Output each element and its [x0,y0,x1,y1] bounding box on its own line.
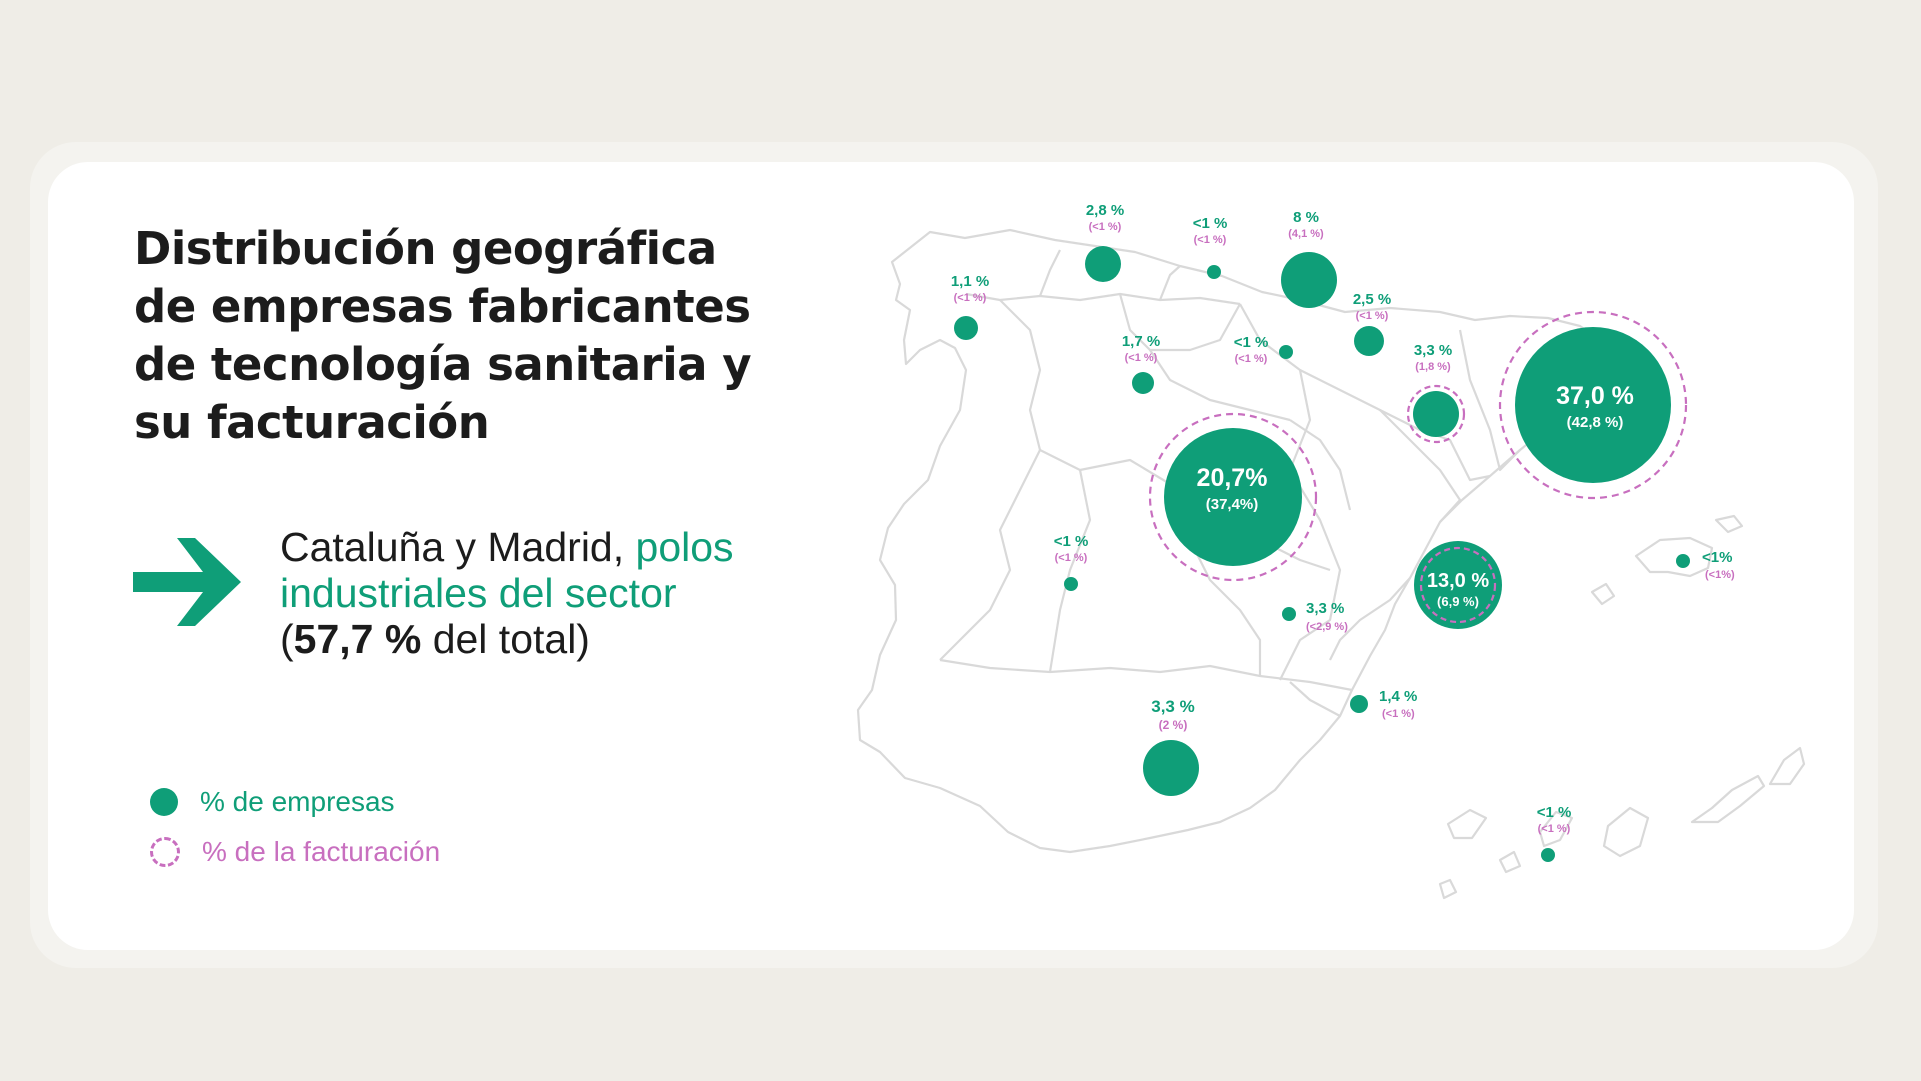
filled-circle-icon [150,788,178,816]
companies-circle [1143,740,1199,796]
region-madrid: 20,7% (37,4%) [1148,412,1318,582]
infographic-card [48,162,1854,950]
revenue-circle [1498,310,1688,500]
companies-circle [1085,246,1121,282]
region-baleares: <1% (<1%) [1676,549,1735,581]
companies-label: 3,3 % [1414,342,1452,359]
page-title: Distribución geográfica de empresas fabr… [134,222,752,449]
region-cantabria: <1 % (<1 %) [1193,215,1228,279]
revenue-label: (<1%) [1705,569,1735,581]
legend-companies-label: % de empresas [200,786,395,817]
companies-label: <1 % [1054,533,1089,550]
revenue-circle [1148,412,1318,582]
revenue-label: (1,8 %) [1415,361,1451,373]
region-aragon: 3,3 % (1,8 %) [1406,342,1466,444]
companies-circle [1541,848,1555,862]
companies-circle [1164,428,1302,566]
legend-companies: % de empresas [150,786,395,818]
region-la-rioja: <1 % (<1 %) [1234,334,1293,365]
region-navarra: 2,5 % (<1 %) [1353,291,1391,356]
companies-circle [1282,607,1296,621]
companies-circle [954,316,978,340]
companies-label: 37,0 % [1556,382,1634,410]
companies-circle [1354,326,1384,356]
region-galicia: 1,1 % (<1 %) [951,273,989,340]
companies-label: <1 % [1537,804,1572,821]
companies-circle [1207,265,1221,279]
revenue-label: (<1 %) [954,292,987,304]
region-castilla-la-mancha: 3,3 % (<2,9 %) [1282,600,1348,633]
companies-label: 13,0 % [1427,570,1489,592]
region-andalucia: 3,3 % (2 %) [1143,697,1199,796]
region-valencia: 13,0 % (6,9 %) [1414,541,1502,629]
companies-circle [1064,577,1078,591]
companies-label: 8 % [1293,209,1319,226]
revenue-label: (<1 %) [1538,823,1571,835]
revenue-label: (<1 %) [1235,353,1268,365]
companies-circle [1350,695,1368,713]
revenue-label: (<1 %) [1194,234,1227,246]
companies-circle [1515,327,1671,483]
revenue-label: (<1 %) [1055,552,1088,564]
region-murcia: 1,4 % (<1 %) [1350,688,1417,720]
region-cataluna: 37,0 % (42,8 %) [1498,310,1688,500]
highlight-total: 57,7 % [293,616,422,662]
companies-circle [1676,554,1690,568]
arrow-right-icon [133,538,241,626]
revenue-label: (6,9 %) [1437,594,1479,609]
revenue-label: (2 %) [1159,718,1188,732]
companies-label: <1 % [1234,334,1269,351]
highlight-text: Cataluña y Madrid, polos industriales de… [280,524,800,662]
revenue-label: (<1 %) [1125,352,1158,364]
highlight-part3a: ( [280,616,294,662]
revenue-label: (<1 %) [1356,310,1389,322]
revenue-circle [1419,546,1497,624]
companies-circle [1413,391,1459,437]
revenue-label: (<1 %) [1382,708,1415,720]
companies-label: 20,7% [1197,464,1268,492]
companies-label: 2,5 % [1353,291,1391,308]
companies-label: <1% [1702,549,1732,566]
region-castilla-y-leon: 1,7 % (<1 %) [1122,333,1160,394]
companies-label: 3,3 % [1151,697,1194,716]
revenue-label: (4,1 %) [1288,228,1324,240]
companies-label: 3,3 % [1306,600,1344,617]
dashed-circle-icon [150,837,180,867]
revenue-label: (<2,9 %) [1306,621,1348,633]
highlight-part1: Cataluña y Madrid, [280,524,636,570]
revenue-circle [1406,384,1466,444]
companies-label: 1,1 % [951,273,989,290]
legend-revenue-label: % de la facturación [202,836,441,867]
highlight-part2: polos industriales del sector [280,524,734,616]
companies-label: <1 % [1193,215,1228,232]
companies-circle [1281,252,1337,308]
revenue-label: (42,8 %) [1567,414,1624,431]
companies-label: 1,4 % [1379,688,1417,705]
legend-revenue: % de la facturación [150,836,440,868]
region-asturias: 2,8 % (<1 %) [1085,202,1124,282]
companies-label: 1,7 % [1122,333,1160,350]
revenue-label: (37,4%) [1206,496,1259,513]
region-extremadura: <1 % (<1 %) [1054,533,1089,591]
region-pais-vasco: 8 % (4,1 %) [1281,209,1337,308]
companies-circle [1132,372,1154,394]
region-canarias: <1 % (<1 %) [1537,804,1572,862]
companies-circle [1414,541,1502,629]
companies-circle [1279,345,1293,359]
map-outline [856,228,1806,900]
highlight-part3c: del total) [421,616,590,662]
revenue-label: (<1 %) [1089,221,1122,233]
companies-label: 2,8 % [1086,202,1124,219]
